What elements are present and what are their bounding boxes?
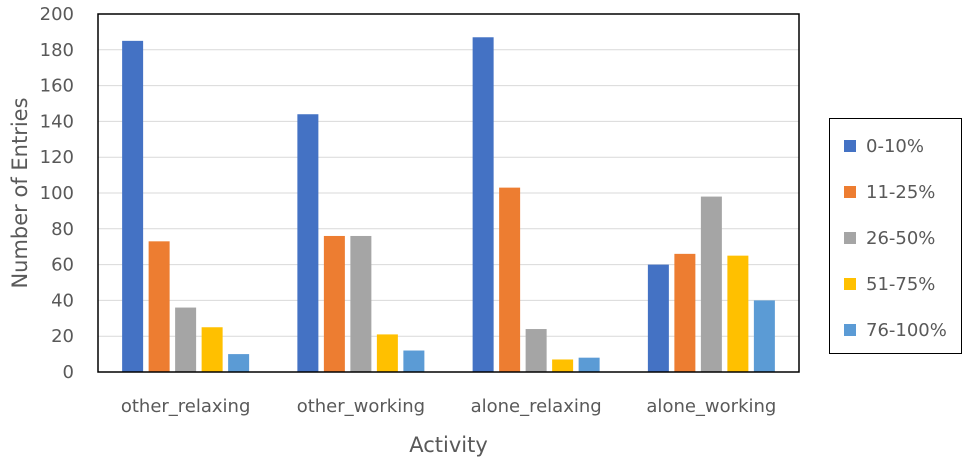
y-tick-label: 0 <box>63 362 74 383</box>
legend-swatch-76-100 <box>844 324 856 336</box>
legend-item: 51-75% <box>844 273 935 295</box>
bar-alone_working-26-50% <box>700 196 722 372</box>
y-tick-label: 140 <box>40 111 74 132</box>
x-tick-label: other_relaxing <box>121 396 251 417</box>
x-tick-label: other_working <box>297 396 425 417</box>
legend-label: 0-10% <box>866 135 924 157</box>
bar-other_relaxing-26-50% <box>175 307 197 372</box>
y-axis-title: Number of Entries <box>8 97 32 288</box>
legend-swatch-51-75 <box>844 278 856 290</box>
bar-alone_relaxing-26-50% <box>525 329 547 372</box>
bar-alone_working-76-100% <box>753 300 775 372</box>
bar-other_relaxing-0-10% <box>122 40 144 372</box>
bar-other_working-11-25% <box>323 235 345 372</box>
legend-item: 26-50% <box>844 227 935 249</box>
y-tick-labels: 0 20 40 60 80 100 120 140 160 180 200 <box>40 4 74 383</box>
legend-item: 76-100% <box>844 319 947 341</box>
bar-other_relaxing-76-100% <box>228 354 250 372</box>
bars <box>122 37 775 373</box>
bar-alone_working-51-75% <box>727 255 749 372</box>
bar-other_relaxing-51-75% <box>201 327 223 372</box>
legend-label: 51-75% <box>866 273 936 295</box>
y-tick-label: 40 <box>51 290 74 311</box>
legend-item: 11-25% <box>844 181 935 203</box>
bar-alone_relaxing-0-10% <box>472 37 494 373</box>
x-tick-label: alone_working <box>646 396 776 417</box>
legend-item: 0-10% <box>844 135 924 157</box>
bar-alone_working-0-10% <box>647 264 669 372</box>
y-tick-label: 80 <box>51 219 74 240</box>
y-tick-label: 100 <box>40 183 74 204</box>
legend-swatch-0-10 <box>844 140 856 152</box>
y-tick-label: 120 <box>40 147 74 168</box>
bar-alone_relaxing-11-25% <box>499 187 521 372</box>
legend-swatch-26-50 <box>844 232 856 244</box>
bar-alone_working-11-25% <box>674 253 696 372</box>
legend: 0-10% 11-25% 26-50% 51-75% 76-100% <box>829 118 962 354</box>
legend-label: 26-50% <box>866 227 936 249</box>
y-tick-label: 160 <box>40 76 74 97</box>
y-tick-label: 180 <box>40 40 74 61</box>
y-tick-label: 20 <box>51 326 74 347</box>
bar-alone_relaxing-76-100% <box>578 357 600 372</box>
x-tick-label: alone_relaxing <box>471 396 602 417</box>
plot-area-border <box>97 13 800 373</box>
x-tick-labels: other_relaxing other_working alone_relaxin… <box>121 396 776 417</box>
bar-alone_relaxing-51-75% <box>552 359 574 372</box>
y-tick-label: 200 <box>40 4 74 25</box>
y-tick-label: 60 <box>51 255 74 276</box>
bar-other_working-26-50% <box>350 235 372 372</box>
bar-other_working-51-75% <box>376 334 398 372</box>
legend-swatch-11-25 <box>844 186 856 198</box>
legend-label: 11-25% <box>866 181 936 203</box>
legend-label: 76-100% <box>866 319 947 341</box>
x-axis-title: Activity <box>409 433 488 457</box>
bar-other_working-0-10% <box>297 114 319 373</box>
bar-other_relaxing-11-25% <box>148 241 170 372</box>
bar-other_working-76-100% <box>403 350 425 372</box>
